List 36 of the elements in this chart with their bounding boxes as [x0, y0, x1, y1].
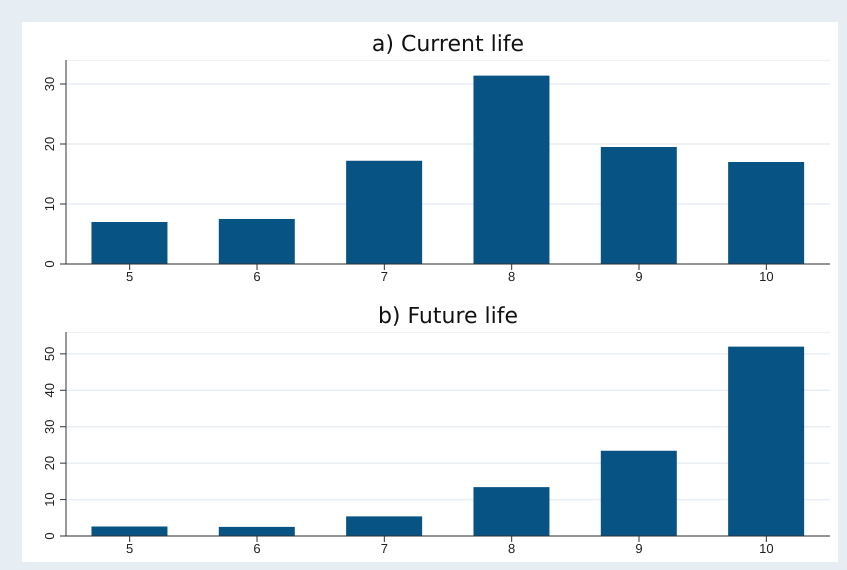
x-tick-label: 6 — [253, 541, 261, 556]
bar — [218, 526, 295, 536]
x-tick-label: 8 — [508, 541, 516, 556]
bar — [346, 160, 422, 264]
x-tick-label: 5 — [126, 541, 134, 556]
x-tick-label: 10 — [759, 541, 774, 556]
y-tick-label: 0 — [42, 260, 57, 268]
y-tick-label: 40 — [42, 383, 57, 398]
bar — [600, 450, 677, 536]
y-tick-label: 30 — [42, 419, 57, 434]
bar — [473, 76, 550, 264]
chart-title: b) Future life — [376, 303, 520, 331]
x-tick-label: 5 — [126, 269, 134, 284]
y-tick-label: 10 — [42, 196, 57, 212]
y-tick-label: 10 — [42, 492, 57, 507]
bar — [91, 526, 168, 536]
bar — [728, 346, 804, 536]
x-tick-label: 7 — [380, 541, 388, 556]
y-tick-label: 20 — [42, 456, 57, 470]
x-tick-label: 9 — [635, 541, 643, 556]
x-tick-label: 6 — [253, 269, 261, 284]
x-tick-label: 8 — [508, 269, 516, 284]
chart-title: a) Current life — [370, 31, 526, 59]
bar — [728, 162, 804, 264]
x-tick-label: 7 — [380, 269, 388, 284]
bar — [600, 147, 677, 264]
y-tick-label: 20 — [42, 136, 57, 152]
bar — [346, 516, 422, 536]
y-tick-label: 0 — [42, 532, 57, 540]
y-tick-label: 30 — [42, 76, 57, 92]
x-tick-label: 10 — [759, 269, 774, 284]
bar — [473, 487, 550, 536]
x-tick-label: 9 — [635, 269, 643, 284]
y-tick-label: 50 — [42, 346, 57, 362]
bar — [91, 222, 168, 264]
bar — [218, 219, 295, 264]
